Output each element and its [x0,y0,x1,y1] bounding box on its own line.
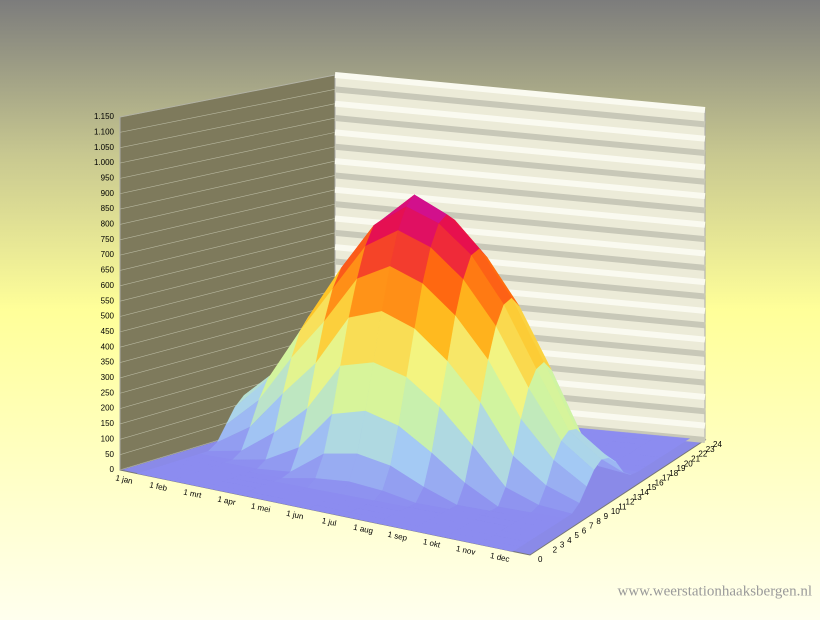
hour-tick-label: 15 [647,483,656,492]
z-tick-label: 950 [101,174,115,183]
x-tick-label: 1 nov [455,544,476,557]
grid-line [334,100,706,142]
z-tick-label: 200 [101,404,115,413]
grid-line [119,275,336,333]
grid-line [119,89,336,133]
surface [136,194,691,552]
grid-line [119,189,336,241]
x-tick-label: 1 feb [149,480,169,493]
grid-line [334,86,706,128]
hour-tick-label: 3 [560,541,565,550]
z-tick-label: 750 [101,235,115,244]
grid-line [119,132,336,179]
watermark: www.weerstationhaaksbergen.nl [617,583,812,599]
x-tick-label: 1 dec [489,551,510,564]
z-tick-label: 0 [110,465,115,474]
hour-tick-label: 21 [691,454,700,463]
z-tick-label: 1.000 [94,158,115,167]
grid-line [334,172,706,214]
grid-line [119,203,336,256]
grid-line [119,261,336,317]
grid-line [119,103,336,148]
hour-tick-label: 11 [618,502,627,511]
grid-line [119,74,336,118]
z-tick-label: 400 [101,342,115,351]
hour-tick-label: 12 [626,498,635,507]
labels: 0501001502002503003504004505005506006507… [94,112,722,564]
z-tick-label: 600 [101,281,115,290]
grid-line [119,246,336,302]
z-tick-label: 450 [101,327,115,336]
hour-tick-label: 19 [677,464,686,473]
x-tick-label: 1 jul [321,516,337,528]
grid-line [119,304,336,363]
hour-tick-label: 0 [538,555,543,564]
hour-tick-label: 5 [574,531,579,540]
grid-line [119,318,336,379]
hour-tick-label: 17 [662,474,671,483]
hour-tick-label: 7 [589,522,594,531]
grid-line [119,117,336,164]
x-tick-label: 1 sep [387,530,409,543]
z-tick-label: 700 [101,250,115,259]
hour-tick-label: 23 [706,445,715,454]
z-tick-label: 300 [101,373,115,382]
x-tick-label: 1 mei [250,502,271,515]
hour-tick-label: 4 [567,536,572,545]
hour-tick-label: 2 [553,546,558,555]
x-tick-label: 1 jan [115,473,134,485]
hour-tick-label: 18 [669,469,678,478]
z-tick-label: 900 [101,189,115,198]
z-tick-label: 250 [101,388,115,397]
grid-line [119,160,336,210]
z-tick-label: 800 [101,220,115,229]
z-tick-label: 350 [101,358,115,367]
hour-tick-label: 8 [596,517,601,526]
grid-line [334,72,706,113]
hour-tick-label: 20 [684,459,693,468]
x-tick-label: 1 aug [353,523,374,536]
hour-tick-label: 24 [713,440,722,449]
grid-line [119,218,336,271]
grid-line [334,143,706,185]
hour-tick-label: 22 [698,450,707,459]
z-tick-label: 100 [101,434,115,443]
z-tick-label: 50 [105,450,114,459]
x-tick-label: 1 jun [285,509,304,521]
grid-line [334,115,706,157]
z-tick-label: 550 [101,296,115,305]
z-tick-label: 650 [101,266,115,275]
x-tick-label: 1 mrt [183,487,203,500]
z-tick-label: 1.050 [94,143,115,152]
hour-tick-label: 16 [655,478,664,487]
hour-tick-label: 13 [633,493,642,502]
hour-tick-label: 9 [604,512,609,521]
hour-tick-label: 14 [640,488,649,497]
z-tick-label: 150 [101,419,115,428]
grid-line [119,146,336,195]
z-tick-label: 500 [101,312,115,321]
x-tick-label: 1 okt [422,537,442,550]
hour-tick-label: 6 [582,526,587,535]
grid-line [119,232,336,287]
grid-line [334,129,706,171]
surface-cell [478,539,521,552]
z-tick-label: 850 [101,204,115,213]
hour-tick-label: 10 [611,507,620,516]
grid-line [334,186,706,228]
z-tick-label: 1.150 [94,112,115,121]
z-tick-label: 1.100 [94,127,115,136]
grid-line [119,175,336,225]
x-tick-label: 1 apr [217,495,237,508]
grid-line [119,289,336,348]
grid-line [334,158,706,200]
